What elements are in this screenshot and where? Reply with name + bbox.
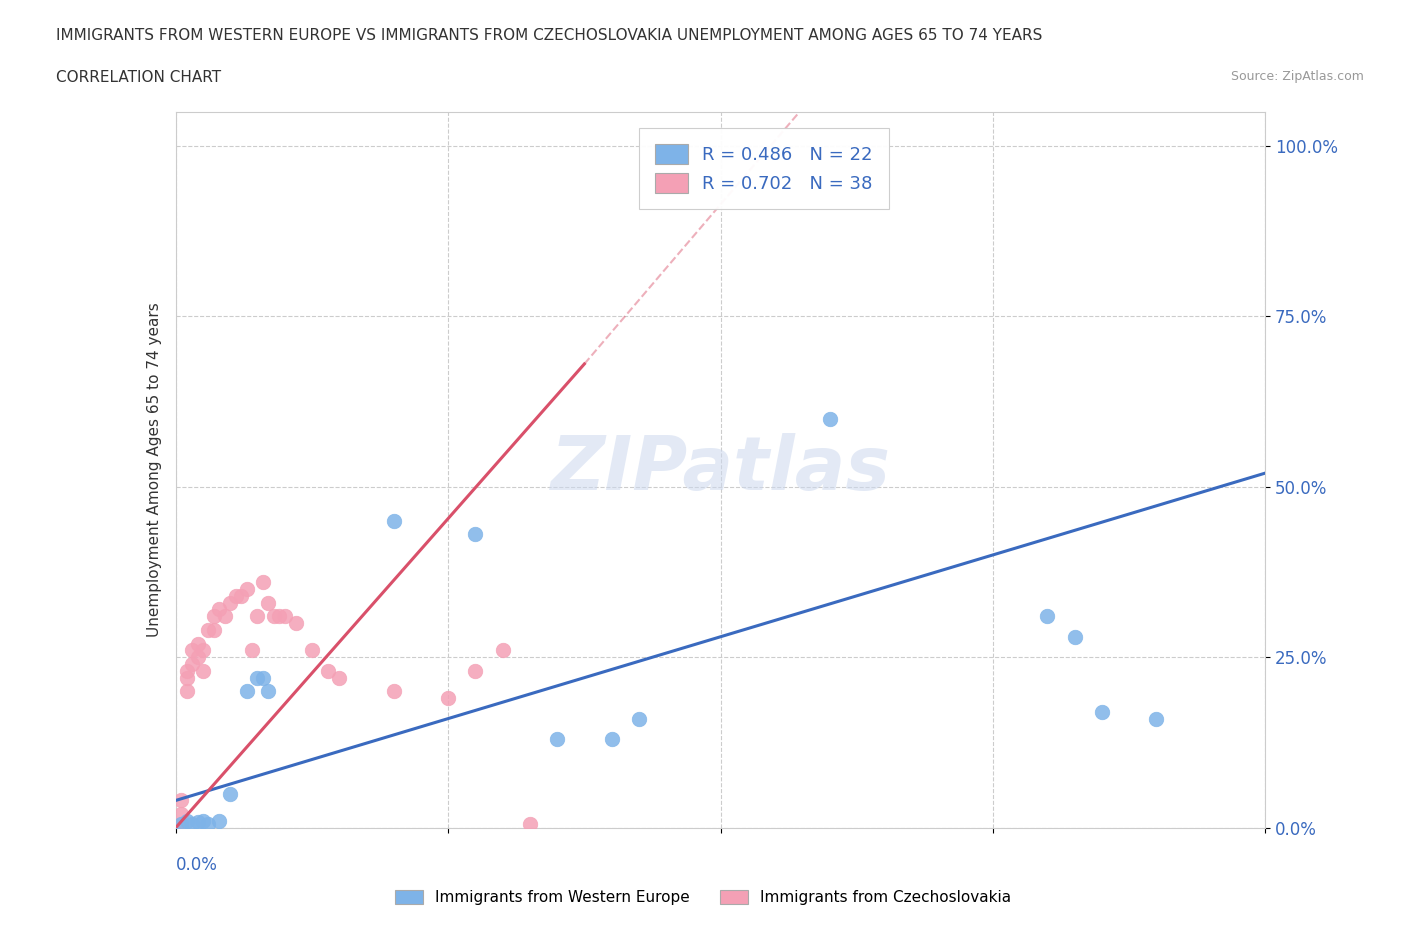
Point	[1036, 609, 1059, 624]
Point	[519, 817, 541, 831]
Y-axis label: Unemployment Among Ages 65 to 74 years: Unemployment Among Ages 65 to 74 years	[146, 302, 162, 637]
Point	[202, 622, 225, 637]
Text: Source: ZipAtlas.com: Source: ZipAtlas.com	[1230, 70, 1364, 83]
Point	[301, 643, 323, 658]
Point	[176, 814, 198, 829]
Point	[165, 820, 187, 835]
Point	[191, 814, 214, 829]
Point	[186, 815, 209, 830]
Point	[176, 671, 198, 685]
Point	[318, 663, 340, 678]
Point	[1063, 630, 1085, 644]
Point	[235, 581, 257, 596]
Point	[1144, 711, 1167, 726]
Point	[214, 609, 236, 624]
Point	[382, 684, 405, 698]
Point	[382, 513, 405, 528]
Point	[202, 609, 225, 624]
Point	[464, 663, 486, 678]
Point	[546, 732, 568, 747]
Point	[219, 786, 242, 801]
Point	[274, 609, 297, 624]
Point	[257, 595, 280, 610]
Point	[208, 814, 231, 829]
Point	[464, 527, 486, 542]
Point	[263, 609, 285, 624]
Point	[240, 643, 263, 658]
Point	[818, 411, 841, 426]
Point	[186, 636, 209, 651]
Text: ZIPatlas: ZIPatlas	[551, 433, 890, 506]
Point	[252, 575, 274, 590]
Point	[197, 622, 219, 637]
Point	[231, 589, 253, 604]
Point	[219, 595, 242, 610]
Point	[197, 817, 219, 831]
Point	[191, 663, 214, 678]
Point	[181, 817, 204, 831]
Point	[176, 684, 198, 698]
Point	[170, 793, 193, 808]
Point	[328, 671, 350, 685]
Point	[191, 643, 214, 658]
Point	[437, 691, 460, 706]
Point	[252, 671, 274, 685]
Point	[284, 616, 307, 631]
Point	[170, 806, 193, 821]
Legend: Immigrants from Western Europe, Immigrants from Czechoslovakia: Immigrants from Western Europe, Immigran…	[388, 883, 1018, 913]
Point	[492, 643, 515, 658]
Text: IMMIGRANTS FROM WESTERN EUROPE VS IMMIGRANTS FROM CZECHOSLOVAKIA UNEMPLOYMENT AM: IMMIGRANTS FROM WESTERN EUROPE VS IMMIGR…	[56, 28, 1043, 43]
Point	[1091, 704, 1114, 719]
Legend: R = 0.486   N = 22, R = 0.702   N = 38: R = 0.486 N = 22, R = 0.702 N = 38	[640, 127, 889, 209]
Point	[208, 602, 231, 617]
Point	[627, 711, 650, 726]
Point	[246, 609, 269, 624]
Point	[181, 657, 204, 671]
Point	[246, 671, 269, 685]
Point	[269, 609, 291, 624]
Point	[186, 650, 209, 665]
Point	[176, 663, 198, 678]
Point	[170, 817, 193, 831]
Point	[257, 684, 280, 698]
Point	[181, 643, 204, 658]
Text: 0.0%: 0.0%	[176, 857, 218, 874]
Point	[235, 684, 257, 698]
Text: CORRELATION CHART: CORRELATION CHART	[56, 70, 221, 85]
Point	[600, 732, 623, 747]
Point	[225, 589, 247, 604]
